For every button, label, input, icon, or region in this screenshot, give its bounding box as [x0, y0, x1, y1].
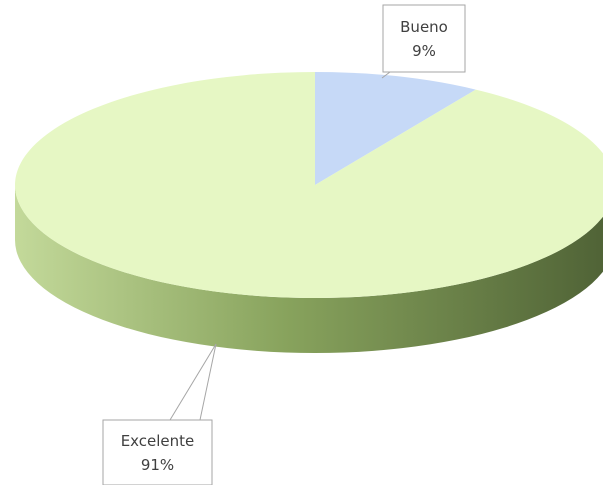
pie-slice	[315, 72, 476, 185]
value-label: 9%	[412, 42, 436, 60]
pie-side	[15, 185, 603, 353]
category-label: Bueno	[400, 18, 448, 36]
pie-slice	[15, 72, 603, 298]
leader-line	[169, 343, 217, 421]
leader-line	[381, 71, 391, 79]
value-label: 91%	[141, 456, 174, 474]
label-box	[102, 419, 213, 485]
label-box	[382, 4, 466, 73]
category-label: Excelente	[121, 432, 195, 450]
